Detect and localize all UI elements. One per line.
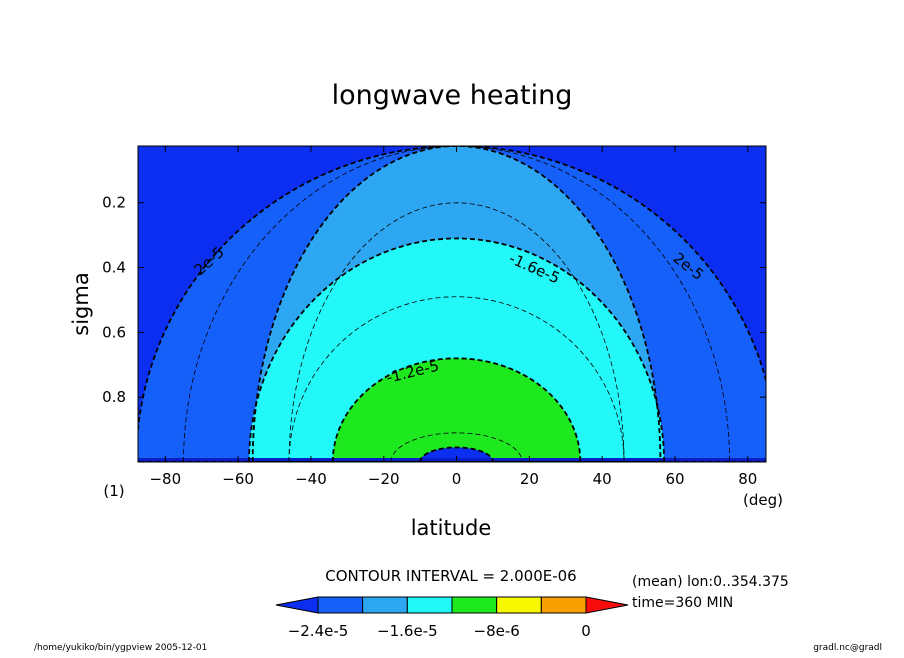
- x-tick-label: 60: [665, 470, 684, 488]
- contour-line: [419, 446, 494, 462]
- x-tick-label: −80: [149, 470, 181, 488]
- colorbar-box: [496, 596, 542, 614]
- chart-title: longwave heating: [332, 80, 573, 111]
- x-tick-label: −20: [368, 470, 400, 488]
- colorbar-box: [362, 596, 408, 614]
- x-tick-label: 20: [520, 470, 539, 488]
- info-line-time: time=360 MIN: [632, 595, 733, 611]
- colorbar-tick-label: −2.4e-5: [288, 622, 349, 640]
- y-axis: 0.2 0.4 0.6 0.8: [102, 194, 766, 406]
- surface-band: [138, 458, 766, 462]
- y-tick-label: 0.6: [102, 323, 126, 341]
- y-tick-label: 0.2: [102, 194, 126, 212]
- colorbar-tick-label: 0: [581, 622, 591, 640]
- x-axis: −80 −60 −40 −20 0 20 40 60 80: [149, 146, 757, 488]
- colorbar-box: [451, 596, 498, 614]
- y-tick-label: 0.8: [102, 388, 126, 406]
- contour-regions: [138, 146, 766, 462]
- colorbar-labels: −2.4e-5 −1.6e-5 −8e-6 0: [288, 622, 591, 640]
- y-axis-title: sigma: [69, 272, 93, 335]
- colorbar-low-arrow: [275, 596, 319, 614]
- contour-line: [390, 432, 523, 462]
- contour-line: [248, 237, 665, 462]
- colorbar: [275, 596, 629, 614]
- colorbar-box: [406, 596, 453, 614]
- contour-line: [288, 203, 625, 462]
- x-unit-label: (deg): [743, 491, 783, 509]
- y-corner-label: (1): [103, 482, 124, 500]
- x-tick-label: −60: [222, 470, 254, 488]
- colorbar-tick-label: −8e-6: [474, 622, 520, 640]
- y-tick-label: 0.4: [102, 259, 126, 277]
- plot-frame: [137, 145, 767, 463]
- contour-line: [288, 296, 625, 462]
- footer-path: /home/yukiko/bin/ygpview 2005-12-01: [34, 643, 207, 653]
- info-line-mean: (mean) lon:0..354.375: [632, 574, 789, 590]
- contour-line: [331, 357, 582, 462]
- colorbar-tick-label: −1.6e-5: [377, 622, 438, 640]
- footer-file: gradl.nc@gradl: [813, 643, 882, 653]
- colorbar-box: [540, 596, 587, 614]
- contour-line: [183, 146, 730, 462]
- colorbar-box: [317, 596, 364, 614]
- x-axis-title: latitude: [411, 516, 492, 540]
- contour-region: [332, 358, 581, 462]
- x-tick-label: −40: [295, 470, 327, 488]
- x-tick-label: 80: [738, 470, 757, 488]
- x-tick-label: 0: [452, 470, 462, 488]
- colorbar-high-arrow: [585, 596, 629, 614]
- contour-interval: CONTOUR INTERVAL = 2.000E-06: [325, 567, 576, 585]
- x-tick-label: 40: [593, 470, 612, 488]
